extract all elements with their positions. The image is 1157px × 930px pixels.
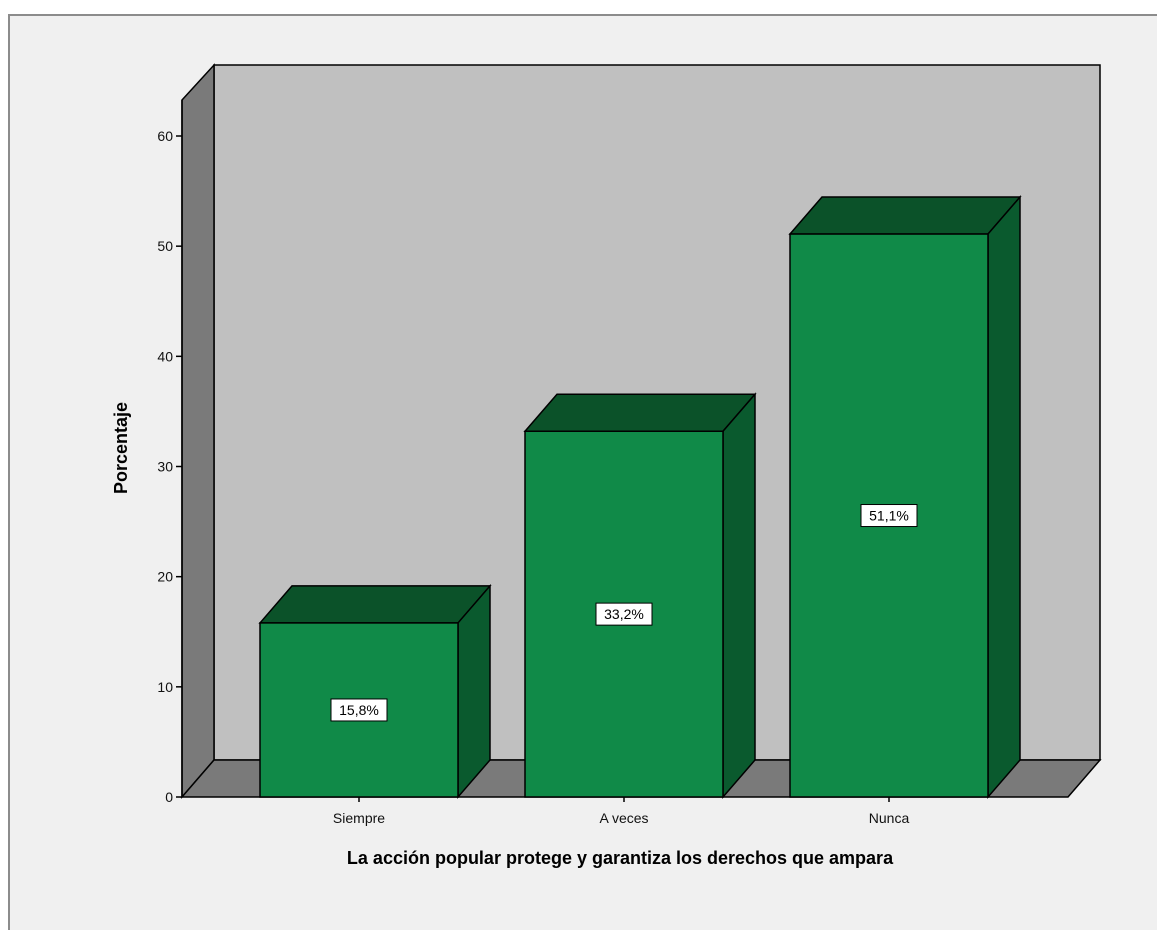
data-label: 15,8% [339, 702, 379, 718]
y-axis-title: Porcentaje [111, 402, 131, 494]
data-label-box [860, 504, 918, 528]
bar-side [987, 195, 1021, 800]
x-category-label: Siempre [333, 810, 385, 826]
x-category-label: A veces [599, 810, 648, 826]
bar-top [523, 393, 757, 432]
y-axis: 0 10 20 30 40 50 60 [157, 100, 183, 805]
y-tick-label: 40 [157, 348, 173, 364]
x-category-label: Nunca [869, 810, 910, 826]
y-tick-label: 30 [157, 459, 173, 475]
y-tick-label: 20 [157, 569, 173, 585]
bar-side [457, 583, 491, 800]
data-label: 51,1% [869, 508, 909, 524]
y-tick-label: 10 [157, 679, 173, 695]
data-label: 33,2% [604, 606, 644, 622]
y-tick-label: 50 [157, 238, 173, 254]
y-tick-label: 0 [165, 789, 173, 805]
side-wall [181, 63, 215, 800]
bar-top [258, 585, 492, 624]
data-label-box [330, 698, 388, 722]
x-axis-title: La acción popular protege y garantiza lo… [347, 848, 894, 868]
bar-siempre: 15,8% [258, 583, 492, 800]
bar-top [788, 196, 1022, 235]
bars: 15,8% 33,2% 51,1% [258, 195, 1022, 800]
data-label-box [595, 602, 653, 626]
x-category-labels: Siempre A veces Nunca [333, 797, 910, 826]
bar-side [722, 392, 756, 800]
y-tick-label: 60 [157, 128, 173, 144]
bar-nunca: 51,1% [788, 195, 1022, 800]
bar-a-veces: 33,2% [523, 392, 757, 800]
